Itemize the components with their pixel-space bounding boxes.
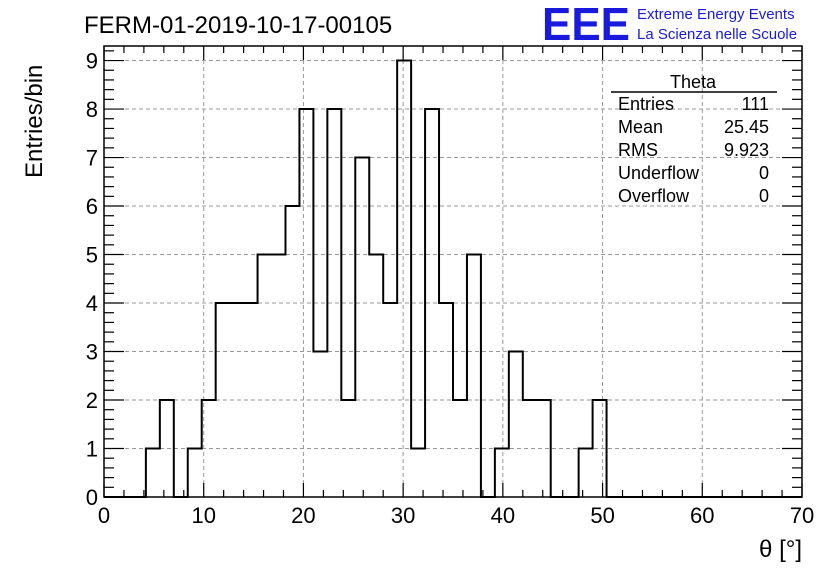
stats-row-label: Overflow: [618, 186, 690, 206]
run-title: FERM-01-2019-10-17-00105: [84, 12, 392, 39]
stats-box: Theta Entries 111 Mean 25.45 RMS 9.923 Underfl…: [611, 72, 777, 206]
stats-row-label: Underflow: [618, 163, 700, 183]
y-tick-label: 9: [86, 49, 98, 74]
histogram-bin: [355, 158, 369, 497]
histogram-series: [104, 59, 802, 498]
histogram-bin: [258, 255, 272, 497]
y-tick-label: 5: [86, 243, 98, 268]
grid: [104, 46, 802, 497]
logo-line-1: Extreme Energy Events: [637, 6, 795, 23]
histogram-bin: [411, 449, 425, 497]
x-tick-label: 20: [291, 503, 315, 528]
histogram-bin: [272, 255, 286, 497]
stats-rows: Entries 111 Mean 25.45 RMS 9.923 Underflow 0 Ove…: [618, 94, 769, 206]
y-tick-label: 7: [86, 146, 98, 171]
stats-row-value: 111: [742, 94, 769, 114]
y-tick-label: 0: [86, 485, 98, 510]
stats-title: Theta: [670, 72, 717, 92]
y-tick-label: 3: [86, 340, 98, 365]
x-tick-label: 30: [391, 503, 415, 528]
y-tick-label: 1: [86, 437, 98, 462]
histogram-bin: [467, 255, 481, 497]
x-tick-label: 50: [590, 503, 614, 528]
stats-row-value: 0: [759, 186, 769, 206]
x-tick-label: 10: [191, 503, 215, 528]
stats-row-value: 25.45: [724, 117, 769, 137]
stats-row-label: Entries: [618, 94, 674, 114]
histogram-bin: [495, 449, 509, 497]
y-tick-label: 2: [86, 388, 98, 413]
y-tick-label: 4: [86, 291, 98, 316]
plot-frame: [103, 45, 803, 498]
histogram-bin: [188, 449, 202, 497]
x-tick-label: 0: [98, 503, 110, 528]
stats-row-label: RMS: [618, 140, 658, 160]
histogram-bin: [146, 449, 160, 497]
histogram-bin: [369, 255, 383, 497]
histogram-bin: [397, 61, 411, 497]
y-tick-labels: 0 1 2 3 4 5 6 7 8 9: [86, 49, 98, 510]
stats-row-value: 9.923: [724, 140, 769, 160]
eee-logo: EEE Extreme Energy Events La Scienza nel…: [542, 0, 797, 50]
histogram-bin: [313, 352, 327, 497]
stats-row-value: 0: [759, 163, 769, 183]
y-tick-label: 8: [86, 97, 98, 122]
histogram-bin: [509, 352, 523, 497]
logo-line-2: La Scienza nelle Scuole: [637, 26, 797, 43]
x-axis-label: θ [°]: [759, 536, 802, 563]
y-tick-label: 6: [86, 194, 98, 219]
histogram-bin: [579, 449, 593, 497]
stats-row-label: Mean: [618, 117, 663, 137]
histogram-outline: [104, 59, 802, 498]
x-tick-labels: 0 10 20 30 40 50 60 70: [98, 503, 814, 528]
y-axis-label: Entries/bin: [21, 65, 48, 178]
x-tick-label: 70: [790, 503, 814, 528]
x-tick-label: 60: [690, 503, 714, 528]
axis-ticks: [103, 46, 803, 498]
logo-mark: EEE: [542, 0, 630, 50]
x-tick-label: 40: [491, 503, 515, 528]
